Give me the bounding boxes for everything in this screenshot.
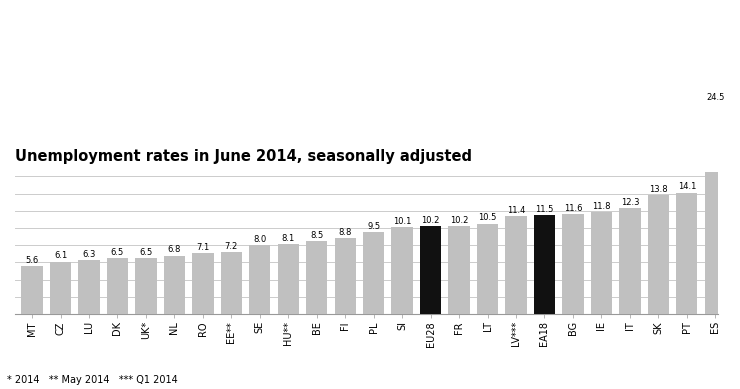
Text: 10.2: 10.2 bbox=[450, 216, 468, 225]
Text: 8.0: 8.0 bbox=[253, 235, 266, 244]
Text: 8.8: 8.8 bbox=[338, 228, 352, 237]
Bar bbox=[221, 252, 242, 314]
Text: 10.2: 10.2 bbox=[422, 216, 440, 225]
Bar bbox=[562, 214, 584, 314]
Text: 11.5: 11.5 bbox=[535, 205, 554, 214]
Text: 13.8: 13.8 bbox=[649, 185, 667, 194]
Text: 11.6: 11.6 bbox=[564, 204, 582, 213]
Bar bbox=[448, 226, 470, 314]
Bar bbox=[334, 238, 356, 314]
Text: 12.3: 12.3 bbox=[621, 198, 639, 207]
Text: 6.5: 6.5 bbox=[111, 248, 124, 257]
Bar bbox=[704, 103, 726, 314]
Bar bbox=[306, 241, 327, 314]
Bar bbox=[477, 224, 498, 314]
Bar bbox=[619, 208, 641, 314]
Text: 9.5: 9.5 bbox=[367, 222, 380, 231]
Text: Unemployment rates in June 2014, seasonally adjusted: Unemployment rates in June 2014, seasona… bbox=[15, 149, 472, 164]
Bar bbox=[50, 262, 71, 314]
Bar bbox=[21, 266, 43, 314]
Text: 6.8: 6.8 bbox=[168, 245, 181, 254]
Text: 10.1: 10.1 bbox=[393, 217, 411, 226]
Text: 10.5: 10.5 bbox=[478, 214, 497, 223]
Text: 6.1: 6.1 bbox=[54, 251, 67, 260]
Text: 6.3: 6.3 bbox=[82, 250, 95, 259]
Text: 7.1: 7.1 bbox=[196, 243, 209, 252]
Bar bbox=[591, 212, 612, 314]
Bar bbox=[78, 260, 100, 314]
Bar bbox=[420, 226, 441, 314]
Text: 11.4: 11.4 bbox=[507, 206, 525, 215]
Text: 11.8: 11.8 bbox=[592, 202, 610, 211]
Bar bbox=[676, 193, 698, 314]
Bar bbox=[107, 258, 128, 314]
Bar bbox=[278, 244, 299, 314]
Bar bbox=[534, 215, 555, 314]
Bar bbox=[648, 195, 669, 314]
Text: 5.6: 5.6 bbox=[25, 256, 38, 265]
Bar bbox=[249, 245, 271, 314]
Text: 6.5: 6.5 bbox=[139, 248, 152, 257]
Text: 8.1: 8.1 bbox=[282, 234, 295, 243]
Text: 8.5: 8.5 bbox=[310, 231, 323, 240]
Bar bbox=[363, 232, 384, 314]
Text: * 2014   ** May 2014   *** Q1 2014: * 2014 ** May 2014 *** Q1 2014 bbox=[7, 375, 178, 385]
Bar bbox=[135, 258, 157, 314]
Bar bbox=[505, 216, 527, 314]
Text: 7.2: 7.2 bbox=[225, 242, 238, 251]
Bar bbox=[192, 253, 214, 314]
Bar bbox=[391, 227, 413, 314]
Text: 24.5: 24.5 bbox=[706, 93, 724, 102]
Bar bbox=[164, 256, 185, 314]
Text: 14.1: 14.1 bbox=[678, 182, 696, 191]
